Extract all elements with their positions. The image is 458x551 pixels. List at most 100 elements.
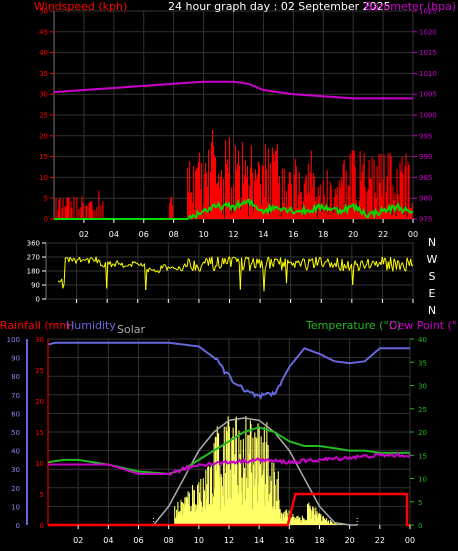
direction-segment [354,260,357,265]
humidity-tick-label: 100 [7,336,20,344]
direction-segment [88,257,91,264]
direction-segment [358,268,361,271]
windspeed-label: Windspeed (kph) [34,0,127,13]
wind-axis-left: 0 5 10 15 20 25 30 35 40 45 50 [39,8,54,224]
direction-segment [205,257,208,260]
direction-segment [301,258,304,262]
direction-segment [239,257,243,290]
solar-bars [174,415,351,525]
direction-segment [184,263,187,267]
direction-segment [200,263,203,267]
baro-tick-label: 1020 [419,28,437,36]
direction-segment [393,258,396,262]
direction-segment [341,259,344,272]
direction-segment [311,258,315,268]
direction-segment [304,265,308,271]
direction-segment [211,256,214,270]
temperature-tick-label: 10 [418,476,427,484]
direction-segment [403,265,406,271]
direction-segment [356,263,360,271]
humidity-tick-label: 70 [11,392,20,400]
wind-tick-label: 5 [44,195,48,203]
rain-tick-label: 30 [35,336,44,344]
direction-segment [213,265,217,272]
direction-segment [269,258,272,269]
direction-segment [364,265,367,269]
direction-segment [281,262,284,271]
direction-segment [352,266,355,285]
humidity-tick-label: 20 [11,485,20,493]
direction-segment [122,265,125,268]
x-tick-label: 22 [375,536,385,545]
x-tick-label: 18 [318,230,328,239]
x-tick-label: 06 [133,536,143,545]
humidity-tick-label: 30 [11,466,20,474]
direction-segment [174,267,177,270]
baro-axis-right: 975 980 985 990 995 1000 1005 1010 1015 1020 1025 [413,8,437,224]
x-tick-label: 04 [103,536,113,545]
direction-segment [153,269,156,273]
direction-segment [372,260,375,263]
x-tick-label: 08 [169,230,179,239]
compass-label: N [428,236,436,249]
direction-segment [287,259,290,264]
direction-segment [280,257,283,271]
direction-segment [187,258,190,261]
temperature-tick-label: 5 [418,499,422,507]
direction-segment [91,257,93,260]
direction-segment [226,257,230,265]
direction-segment [398,261,401,271]
direction-segment [255,258,258,269]
direction-segment [343,263,347,268]
humidity-tick-label: 80 [11,373,20,381]
x-tick-label: 20 [345,536,355,545]
wind-tick-label: 20 [39,132,48,140]
direction-segment [116,260,120,265]
direction-segment [315,256,318,266]
direction-segment [392,258,395,272]
direction-segment [159,265,162,272]
direction-segment [320,257,323,266]
direction-segment [150,268,152,271]
direction-segment [134,261,137,264]
compass-label: N [428,304,436,317]
wind-tick-label: 15 [39,153,48,161]
direction-segment [332,264,335,268]
x-tick-label: 12 [228,230,238,239]
direction-segment [250,262,253,265]
wind-tick-label: 40 [39,49,48,57]
direction-segment [224,258,227,264]
x-tick-label: 14 [258,230,268,239]
x-tick-label: 14 [254,536,264,545]
rainfall-line [48,492,410,527]
direction-segment [109,261,112,268]
dewpoint-label: Dew Point (°C) [389,319,458,332]
direction-segment [59,280,61,283]
direction-segment [62,283,65,289]
direction-segment [193,260,196,271]
humidity-tick-label: 90 [11,355,20,363]
direction-segment [330,262,334,268]
direction-segment [199,265,202,272]
rain-axis-left: 30 25 20 15 10 5 0 [35,336,49,530]
direction-segment [158,271,161,274]
rain-tick-label: 15 [35,429,44,437]
direction-segment [297,260,300,264]
direction-segment [272,258,276,267]
direction-segment [285,259,289,284]
barometer-label: Barometer (hpa) [365,0,456,13]
direction-segment [219,266,222,269]
barometer-line [53,80,413,100]
x-tick-label: 08 [164,536,174,545]
x-tick-label: 02 [73,536,83,545]
baro-tick-label: 975 [419,216,432,224]
direction-segment [204,258,207,264]
direction-segment [76,258,79,261]
direction-segment [173,267,176,270]
temperature-tick-label: 25 [418,406,427,414]
direction-segment [361,260,364,265]
direction-segment [169,267,171,269]
temperature-tick-label: 20 [418,429,427,437]
x-tick-label: 06 [139,230,149,239]
